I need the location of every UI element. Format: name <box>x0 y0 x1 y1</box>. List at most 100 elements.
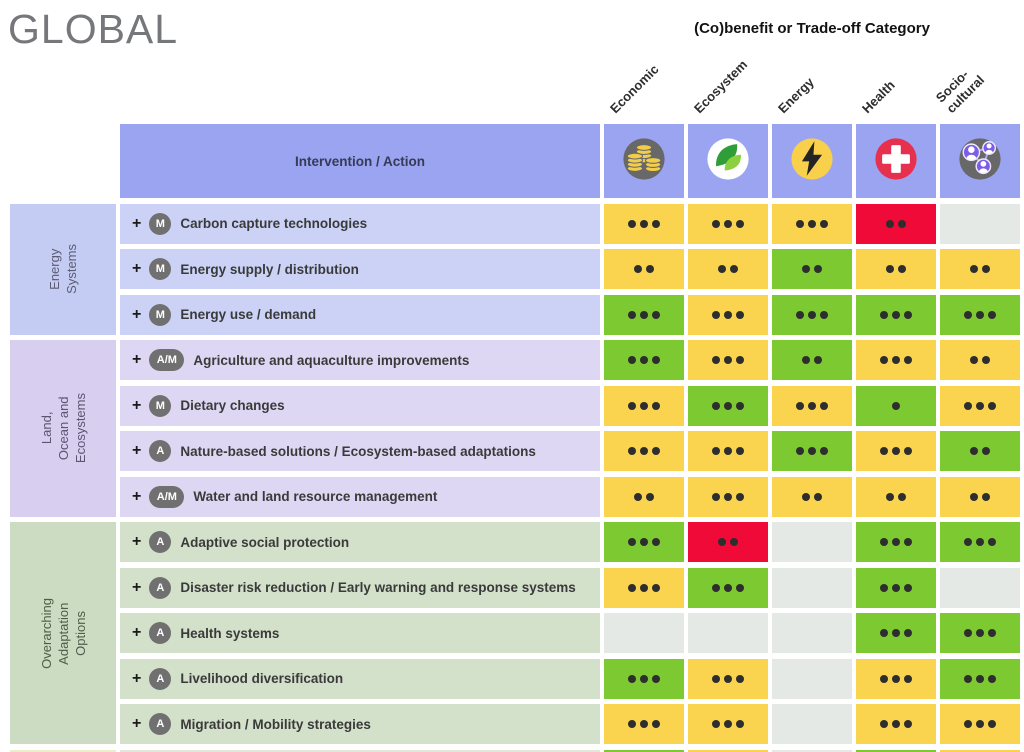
expand-button[interactable]: + <box>132 305 142 323</box>
dot <box>652 674 660 683</box>
dots-3 <box>880 356 912 364</box>
dot <box>976 629 984 637</box>
matrix-cell <box>940 431 1020 471</box>
row-label-cell-dietary-changes: + M Dietary changes <box>120 385 600 426</box>
row-label-cell-energy-supply-distribution: + M Energy supply / distribution <box>120 249 600 289</box>
expand-button[interactable]: + <box>132 214 142 232</box>
dot <box>640 720 648 728</box>
matrix-cell <box>604 567 684 608</box>
matrix-cell <box>772 385 852 426</box>
dot <box>820 447 828 455</box>
dots-3 <box>964 538 996 546</box>
dots-2 <box>970 356 990 364</box>
matrix-cell <box>856 613 936 653</box>
mitigation-adaptation-badge: A <box>149 576 172 599</box>
dot <box>736 310 744 319</box>
row-label: Nature-based solutions / Ecosystem-based… <box>180 443 536 459</box>
matrix-cell <box>856 294 936 335</box>
dots-3 <box>796 219 828 228</box>
dot <box>628 310 636 319</box>
dot <box>964 401 972 410</box>
matrix-cell <box>856 431 936 471</box>
expand-button[interactable]: + <box>132 533 142 550</box>
dot <box>982 492 990 501</box>
expand-button[interactable]: + <box>132 442 142 459</box>
expand-button[interactable]: + <box>132 260 142 277</box>
matrix-cell <box>856 385 936 426</box>
dot <box>964 720 972 728</box>
expand-button[interactable]: + <box>132 624 142 641</box>
group-label-text: Overarching Adaptation Options <box>38 597 88 669</box>
partial-group-cell <box>10 749 116 752</box>
dots-3 <box>712 720 744 728</box>
dots-2 <box>634 265 654 273</box>
mitigation-adaptation-badge: A <box>149 667 172 690</box>
matrix-cell <box>688 431 768 471</box>
dots-3 <box>796 401 828 410</box>
dot <box>892 310 900 319</box>
matrix-cell <box>688 294 768 335</box>
dots-3 <box>880 310 912 319</box>
matrix-cell <box>940 340 1020 380</box>
dot <box>970 447 978 455</box>
dot <box>736 219 744 228</box>
matrix-cell <box>604 658 684 699</box>
dot <box>880 674 888 683</box>
dots-3 <box>628 401 660 410</box>
mitigation-adaptation-badge: A <box>149 531 172 553</box>
dot <box>988 538 996 546</box>
expand-button[interactable]: + <box>132 669 142 687</box>
dots-3 <box>628 720 660 728</box>
dot <box>976 674 984 683</box>
dots-2 <box>802 356 822 364</box>
matrix-cell <box>688 658 768 699</box>
dot <box>892 674 900 683</box>
dot <box>970 356 978 364</box>
dot <box>712 492 720 501</box>
dot <box>814 265 822 273</box>
dot <box>796 447 804 455</box>
dot <box>904 356 912 364</box>
dot <box>628 401 636 410</box>
dots-2 <box>802 492 822 501</box>
expand-button[interactable]: + <box>132 396 142 414</box>
dots-3 <box>964 674 996 683</box>
dot <box>652 401 660 410</box>
expand-button[interactable]: + <box>132 715 142 732</box>
expand-button[interactable]: + <box>132 578 142 596</box>
dot <box>652 310 660 319</box>
matrix-cell <box>604 249 684 289</box>
dot <box>736 674 744 683</box>
column-header-cell-ecosystem <box>688 124 768 198</box>
group-label-energy-systems: Energy Systems <box>10 203 116 335</box>
partial-row-label-cell <box>120 749 600 752</box>
column-header-cell-socio-cultural <box>940 124 1020 198</box>
dot <box>976 401 984 410</box>
dot <box>724 674 732 683</box>
dot <box>880 583 888 592</box>
dot <box>796 310 804 319</box>
expand-button[interactable]: + <box>132 351 142 368</box>
matrix-cell <box>604 431 684 471</box>
matrix-cell <box>772 431 852 471</box>
dots-1 <box>892 401 900 410</box>
dots-3 <box>628 219 660 228</box>
dot <box>652 720 660 728</box>
dots-3 <box>964 310 996 319</box>
dot <box>724 401 732 410</box>
matrix-cell <box>688 522 768 562</box>
matrix-cell <box>772 522 852 562</box>
expand-button[interactable]: + <box>132 487 142 505</box>
matrix-cell <box>772 294 852 335</box>
row-label-cell-livelihood-diversification: + A Livelihood diversification <box>120 658 600 699</box>
dots-3 <box>628 356 660 364</box>
dots-3 <box>712 401 744 410</box>
mitigation-adaptation-badge: M <box>149 258 172 280</box>
dot <box>724 492 732 501</box>
dot <box>808 401 816 410</box>
column-label-socio-cultural: Socio- cultural <box>932 66 987 116</box>
dots-3 <box>880 720 912 728</box>
dot <box>802 492 810 501</box>
dot <box>970 265 978 273</box>
